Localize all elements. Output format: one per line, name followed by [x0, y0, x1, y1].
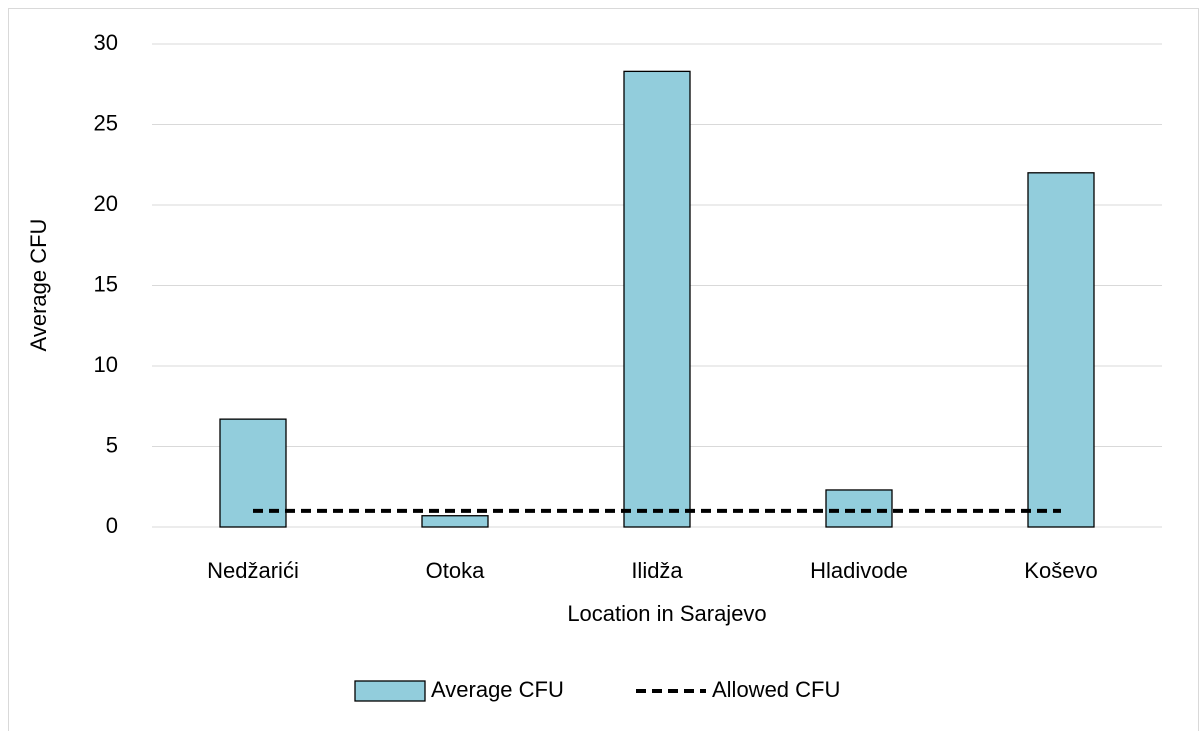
- y-tick-label: 30: [94, 30, 118, 55]
- x-tick-label: Nedžarići: [207, 558, 299, 583]
- x-tick-label: Otoka: [426, 558, 485, 583]
- x-tick-label: Ilidža: [631, 558, 683, 583]
- y-tick-label: 5: [106, 432, 118, 457]
- x-tick-label: Hladivode: [810, 558, 908, 583]
- x-axis-label: Location in Sarajevo: [567, 601, 766, 626]
- legend-label: Allowed CFU: [712, 677, 840, 702]
- y-axis-label: Average CFU: [26, 219, 51, 352]
- bar: [1027, 172, 1095, 528]
- y-tick-label: 0: [106, 513, 118, 538]
- bar: [825, 489, 893, 528]
- chart-frame: [8, 8, 1199, 731]
- y-tick-label: 25: [94, 110, 118, 135]
- bar: [623, 70, 691, 528]
- x-tick-label: Koševo: [1024, 558, 1097, 583]
- legend-label: Average CFU: [431, 677, 564, 702]
- y-tick-label: 10: [94, 352, 118, 377]
- bar: [421, 515, 489, 528]
- legend-swatch: [354, 680, 426, 702]
- y-tick-label: 20: [94, 191, 118, 216]
- y-tick-label: 15: [94, 271, 118, 296]
